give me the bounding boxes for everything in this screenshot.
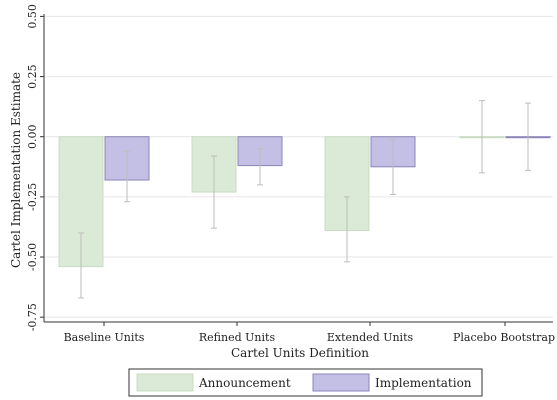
y-tick-label: 0.00 xyxy=(26,124,39,149)
x-tick-label: Extended Units xyxy=(327,331,414,344)
x-tick-label: Baseline Units xyxy=(64,331,145,344)
x-axis-title: Cartel Units Definition xyxy=(231,346,369,360)
error-bars xyxy=(78,100,531,299)
bars xyxy=(58,136,551,268)
y-tick-label: 0.50 xyxy=(26,4,39,29)
axes xyxy=(43,14,553,323)
y-tick-label: 0.25 xyxy=(26,64,39,89)
legend-swatch-announcement xyxy=(136,373,194,392)
x-ticks: Baseline Units Refined Units Extended Unit… xyxy=(64,322,555,344)
legend: Announcement Implementation xyxy=(128,368,483,397)
x-tick-label: Refined Units xyxy=(199,331,276,344)
legend-label-announcement: Announcement xyxy=(198,376,291,390)
legend-swatch-implementation xyxy=(312,373,370,392)
x-tick-label: Placebo Bootstrap xyxy=(453,331,555,344)
legend-label-implementation: Implementation xyxy=(375,376,472,390)
y-axis-title: Cartel Implementation Estimate xyxy=(9,72,23,268)
y-tick-label: -0.25 xyxy=(26,183,39,211)
y-ticks: 0.50 0.25 0.00 -0.25 -0.50 -0.75 xyxy=(26,4,44,331)
y-tick-label: -0.75 xyxy=(26,303,39,331)
y-tick-label: -0.50 xyxy=(26,243,39,271)
